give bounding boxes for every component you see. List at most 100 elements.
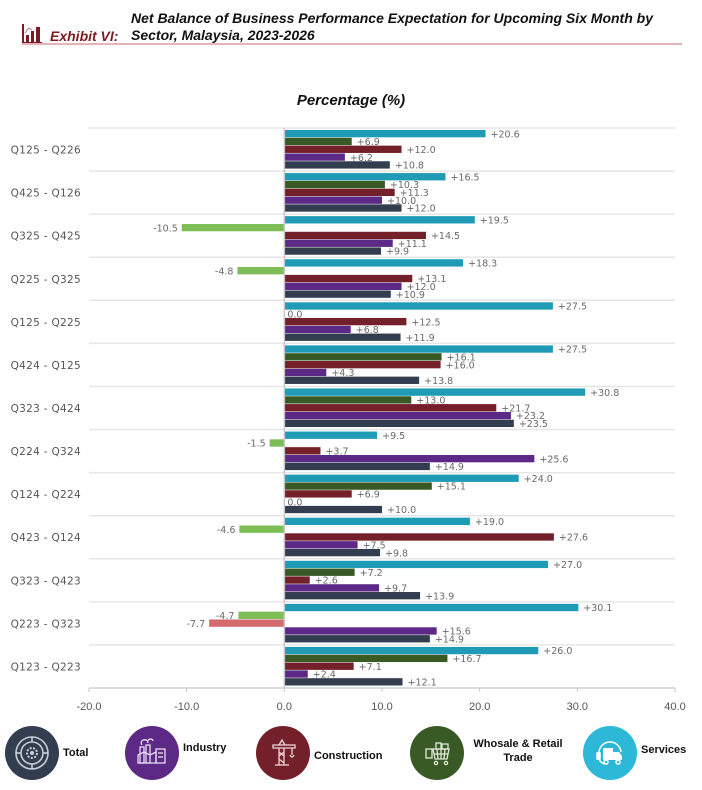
- data-label: +14.5: [431, 231, 460, 242]
- bar-total: [284, 419, 514, 428]
- data-label: +13.1: [417, 274, 446, 285]
- bar-wholesale-retail-trade: [239, 525, 285, 533]
- legend-item-services: Services: [583, 726, 686, 780]
- category-label: Q124 - Q224: [11, 489, 81, 501]
- bar-industry: [284, 584, 380, 592]
- bar-total: [284, 333, 401, 341]
- bar-total: [284, 204, 402, 212]
- data-label: +25.6: [539, 454, 568, 465]
- factory-icon: [125, 726, 179, 780]
- data-label: +12.0: [407, 145, 436, 156]
- data-label: -4.6: [217, 525, 236, 536]
- crane-icon: [256, 726, 310, 780]
- bar-industry: [284, 239, 393, 247]
- legend-label: Total: [63, 747, 89, 759]
- data-label: +21.7: [501, 403, 530, 414]
- category-label: Q424 - Q125: [11, 360, 81, 372]
- bar-total: [284, 161, 390, 169]
- bar-services: [284, 646, 539, 655]
- bar-construction: [284, 231, 426, 240]
- data-label: +12.0: [407, 204, 436, 215]
- shopping-cart-icon: [410, 726, 464, 780]
- bar-wholesale-retail-trade: [284, 568, 355, 576]
- bar-total: [284, 548, 381, 557]
- x-tick-label: 40.0: [664, 701, 685, 713]
- data-label: +26.0: [543, 646, 572, 657]
- category-label: Q323 - Q423: [11, 575, 81, 587]
- data-label: -4.7: [216, 611, 235, 622]
- bar-services: [284, 603, 579, 612]
- bar-total: [284, 247, 382, 255]
- category-label: Q125 - Q226: [11, 145, 81, 157]
- bar-wholesale-retail-trade: [284, 482, 432, 490]
- bar-construction: [284, 490, 352, 498]
- bar-total: [284, 635, 430, 643]
- bar-construction: [209, 619, 285, 627]
- legend-item-wholesale-retail: Whosale & Retail Trade: [410, 726, 568, 780]
- data-label: +14.9: [435, 634, 464, 645]
- header-divider: [22, 43, 682, 45]
- data-label: +19.5: [480, 215, 509, 226]
- category-label: Q423 - Q124: [11, 532, 81, 544]
- data-label: +15.1: [437, 482, 466, 493]
- bar-services: [284, 431, 378, 439]
- data-label: +6.9: [357, 490, 380, 501]
- data-label: +3.7: [325, 446, 348, 457]
- bar-wholesale-retail-trade: [284, 353, 442, 361]
- category-label: Q223 - Q323: [11, 618, 81, 630]
- category-label: Q125 - Q225: [11, 317, 81, 329]
- category-label: Q224 - Q324: [11, 446, 81, 458]
- category-label: Q225 - Q325: [11, 274, 81, 286]
- exhibit-header: Exhibit VI: Net Balance of Business Perf…: [0, 0, 702, 50]
- data-label: +11.9: [406, 333, 435, 344]
- bar-services: [284, 388, 586, 396]
- bar-industry: [284, 411, 511, 420]
- bar-total: [284, 592, 421, 600]
- data-label: -4.8: [215, 266, 234, 277]
- bar-industry: [284, 541, 358, 549]
- data-label: +30.1: [583, 603, 612, 614]
- data-label: +27.6: [559, 533, 588, 544]
- bar-construction: [284, 145, 402, 153]
- legend-item-construction: Construction: [256, 726, 382, 780]
- category-label: Q323 - Q424: [11, 403, 81, 415]
- data-label: +7.2: [360, 568, 383, 579]
- bar-total: [284, 678, 403, 686]
- bar-construction: [284, 576, 310, 584]
- legend-label: Construction: [314, 750, 383, 762]
- bar-wholesale-retail-trade: [284, 396, 412, 404]
- x-tick-label: 20.0: [469, 701, 490, 713]
- data-label: +23.5: [519, 419, 548, 430]
- bar-construction: [284, 404, 497, 412]
- data-label: +24.0: [524, 474, 553, 485]
- data-label: 0.0: [287, 497, 302, 508]
- category-label: Q325 - Q425: [11, 231, 81, 243]
- data-label: +27.5: [558, 302, 587, 313]
- bar-chart: -20.0 -10.0 0.0 10.0 20.0 30.0 40.0 Q125 - Q226…: [11, 127, 686, 713]
- legend-label: Services: [641, 744, 687, 756]
- data-label: -7.7: [187, 619, 206, 630]
- data-label: +13.9: [425, 591, 454, 602]
- data-label: +18.3: [468, 259, 497, 270]
- bar-wholesale-retail-trade: [181, 223, 285, 232]
- bar-services: [284, 216, 475, 224]
- data-label: +15.6: [442, 627, 471, 638]
- category-label: Q425 - Q126: [11, 188, 81, 200]
- data-label: +20.6: [491, 129, 520, 140]
- bar-wholesale-retail-trade: [237, 267, 285, 275]
- bar-construction: [284, 317, 407, 326]
- data-label: +10.0: [387, 505, 416, 516]
- chart-title: Percentage (%): [296, 92, 406, 109]
- page-title: Net Balance of Business Performance Expe…: [131, 10, 653, 43]
- data-label: +4.3: [331, 368, 354, 379]
- data-label: -10.5: [153, 223, 178, 234]
- bar-wholesale-retail-trade: [238, 611, 285, 619]
- data-label: +12.1: [408, 678, 437, 689]
- bar-wholesale-retail-trade: [269, 439, 285, 447]
- data-label: +9.7: [384, 584, 407, 595]
- legend-label: Whosale & Retail Trade: [473, 738, 563, 764]
- bar-total: [284, 462, 430, 471]
- x-tick-label: 0.0: [277, 701, 292, 713]
- data-label: +13.0: [416, 396, 445, 407]
- bar-services: [284, 474, 519, 482]
